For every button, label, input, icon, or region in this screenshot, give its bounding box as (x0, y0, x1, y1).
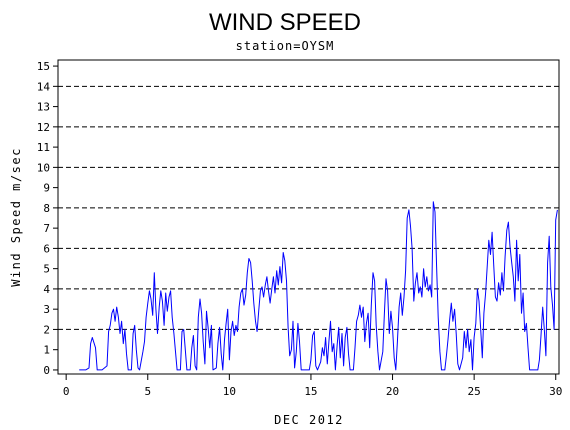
y-tick-label: 0 (43, 364, 50, 377)
chart-title: WIND SPEED (209, 9, 361, 36)
chart-subtitle: station=OYSM (236, 39, 335, 53)
x-tick-label: 10 (223, 385, 236, 398)
y-tick-label: 15 (37, 60, 50, 73)
y-tick-label: 2 (43, 323, 50, 336)
x-tick-label: 5 (144, 385, 151, 398)
x-tick-label: 25 (468, 385, 481, 398)
y-axis-label: Wind Speed m/sec (9, 147, 23, 287)
x-tick-label: 0 (63, 385, 70, 398)
series-layer (79, 201, 558, 371)
y-tick-label: 5 (43, 263, 50, 276)
y-tick-label: 7 (43, 222, 50, 235)
y-tick-label: 10 (37, 161, 50, 174)
reference-lines (58, 85, 559, 330)
x-tick-label: 20 (386, 385, 399, 398)
x-tick-label: 30 (549, 385, 562, 398)
y-tick-label: 12 (37, 121, 50, 134)
y-tick-label: 13 (37, 101, 50, 114)
x-axis: 0 5 10 15 20 25 30 (63, 374, 562, 398)
y-tick-label: 4 (43, 283, 50, 296)
y-tick-label: 6 (43, 242, 50, 255)
y-tick-label: 1 (43, 344, 50, 357)
y-tick-label: 9 (43, 182, 50, 195)
y-tick-label: 11 (37, 141, 50, 154)
y-tick-label: 3 (43, 303, 50, 316)
x-tick-label: 15 (304, 385, 317, 398)
y-tick-label: 8 (43, 202, 50, 215)
x-axis-label: DEC 2012 (274, 413, 344, 427)
plot-frame (57, 59, 560, 375)
wind-speed-series-line (79, 201, 558, 371)
y-tick-label: 14 (37, 80, 51, 93)
